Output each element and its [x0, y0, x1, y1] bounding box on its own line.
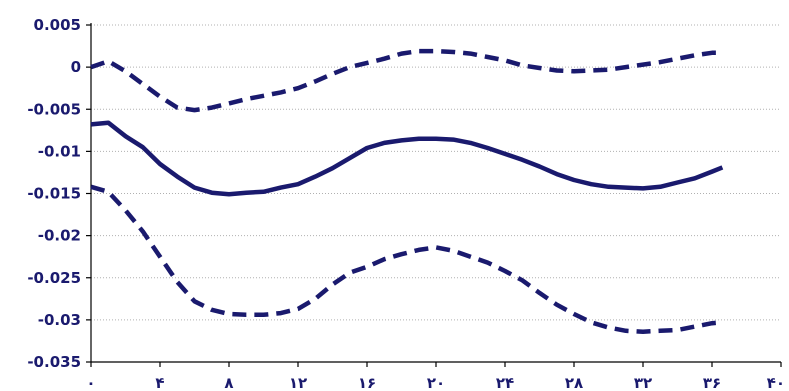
y-tick-label: -0.035 — [27, 353, 81, 371]
x-tick-labels: ۰ ۴ ۸ ۱۲ ۱۶ ۲۰ ۲۴ ۲۸ ۳۲ ۳۶ ۴۰ — [86, 374, 785, 391]
x-tick-label: ۰ — [86, 374, 95, 391]
y-tick-label: -0.015 — [27, 185, 81, 203]
y-tick-label: 0.005 — [34, 16, 81, 34]
y-tick-label: 0 — [71, 58, 81, 76]
x-tick-label: ۳۶ — [703, 374, 721, 391]
x-tick-label: ۳۲ — [634, 374, 652, 391]
x-tick-label: ۴۰ — [767, 374, 785, 391]
y-tick-label: -0.03 — [38, 311, 81, 329]
gridlines — [91, 24, 781, 321]
x-tick-label: ۴ — [155, 374, 164, 391]
y-tick-label: -0.02 — [38, 227, 81, 245]
central-estimate-line — [90, 120, 724, 197]
y-tick-label: -0.01 — [38, 142, 81, 160]
lower-bound-line — [90, 184, 723, 334]
x-tick-label: ۸ — [224, 374, 233, 391]
y-tick-label: -0.025 — [27, 269, 81, 287]
y-tick-labels: 0.005 0 -0.005 -0.01 -0.015 -0.02 -0.025 -0.03 -… — [27, 16, 81, 371]
x-tick-label: ۲۴ — [496, 374, 514, 391]
x-tick-label: ۱۶ — [358, 374, 376, 391]
x-tick-label: ۲۰ — [427, 374, 445, 391]
y-tick-label: -0.005 — [27, 100, 81, 118]
axes — [86, 23, 782, 367]
series-lines — [90, 48, 724, 334]
x-tick-label: ۲۸ — [565, 374, 583, 391]
x-tick-label: ۱۲ — [289, 374, 307, 391]
upper-bound-line — [90, 48, 723, 113]
